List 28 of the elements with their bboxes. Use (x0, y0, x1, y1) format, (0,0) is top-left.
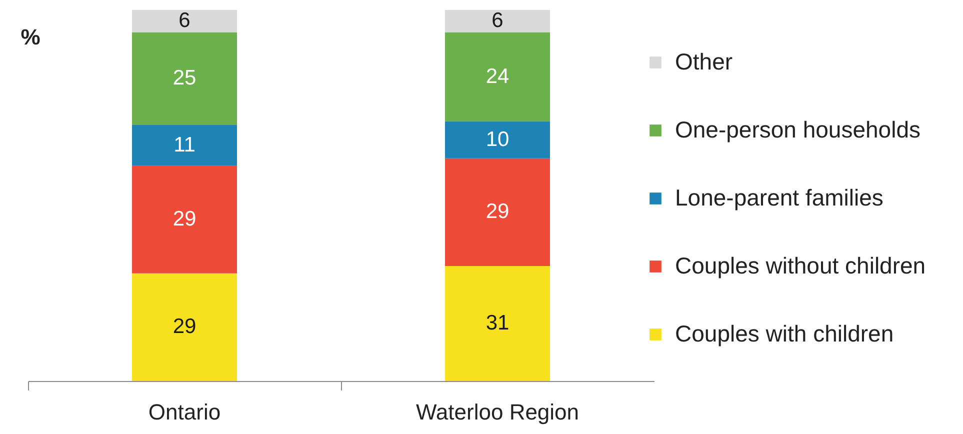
legend-label: Lone-parent families (675, 184, 884, 210)
data-label: 6 (492, 9, 504, 32)
legend-label: Couples with children (675, 320, 894, 346)
bar (132, 125, 237, 166)
data-label: 10 (486, 128, 510, 151)
data-label: 29 (172, 315, 196, 338)
y-axis-title: % (20, 24, 40, 50)
bar (445, 158, 550, 266)
data-label: 29 (172, 208, 196, 231)
bar (132, 273, 237, 381)
x-tick-label: Ontario (148, 400, 221, 424)
bar (445, 32, 550, 122)
bar (132, 32, 237, 126)
data-label: 24 (486, 64, 510, 88)
data-label: 29 (486, 200, 510, 224)
bar (132, 10, 237, 32)
data-label: 11 (174, 133, 196, 156)
bar (132, 166, 237, 274)
legend-label: One-person households (675, 116, 920, 142)
bar (445, 266, 550, 381)
data-label: 6 (178, 9, 190, 32)
legend-label: Other (675, 48, 733, 74)
legend-label: Couples without children (675, 252, 926, 278)
data-label: 25 (172, 66, 196, 90)
data-label: 31 (486, 311, 510, 334)
x-tick-label: Waterloo Region (416, 400, 580, 424)
bar (445, 10, 550, 32)
bar (445, 121, 550, 158)
